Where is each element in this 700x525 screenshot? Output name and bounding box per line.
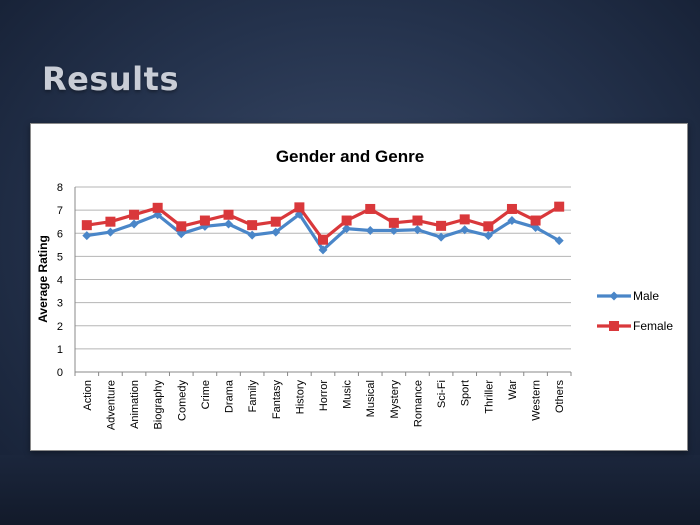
y-tick-label: 6	[57, 228, 63, 240]
x-tick-label: Crime	[200, 380, 212, 409]
data-point-female	[483, 221, 494, 232]
slide-title: Results	[42, 60, 179, 98]
x-tick-label: Adventure	[105, 380, 117, 430]
x-tick-label: Western	[531, 380, 543, 421]
data-point-male	[176, 229, 186, 239]
x-tick-label: Music	[342, 380, 354, 409]
data-point-female	[81, 220, 92, 231]
x-tick-label: Sport	[460, 380, 472, 406]
x-tick-label: Biography	[153, 380, 165, 430]
data-point-male	[412, 225, 422, 235]
data-point-male	[436, 232, 446, 242]
legend-marker-female	[609, 321, 619, 331]
data-point-female	[223, 209, 234, 220]
x-tick-label: War	[507, 380, 519, 400]
data-point-female	[554, 201, 565, 212]
data-point-female	[412, 215, 423, 226]
data-point-female	[506, 203, 517, 214]
x-tick-label: History	[294, 380, 306, 415]
data-point-male	[318, 245, 328, 255]
data-point-female	[152, 202, 163, 213]
data-point-male	[483, 231, 493, 241]
y-tick-label: 1	[57, 344, 63, 356]
data-point-male	[342, 224, 352, 234]
data-point-female	[270, 216, 281, 227]
data-point-male	[153, 210, 163, 220]
data-point-male	[554, 236, 564, 246]
legend-label-female: Female	[633, 319, 673, 333]
data-point-male	[271, 227, 281, 237]
data-point-male	[105, 227, 115, 237]
data-point-female	[247, 220, 258, 231]
legend-label-male: Male	[633, 289, 659, 303]
data-point-female	[318, 234, 328, 245]
x-tick-label: Mystery	[389, 380, 401, 419]
data-point-female	[294, 202, 305, 213]
x-tick-label: Animation	[129, 380, 141, 429]
x-tick-label: Thriller	[483, 380, 495, 414]
data-point-female	[365, 203, 376, 214]
data-point-male	[389, 225, 399, 235]
x-tick-label: Comedy	[176, 380, 188, 421]
legend: Male Female	[597, 289, 673, 333]
x-tick-label: Fantasy	[271, 380, 283, 420]
data-point-male	[129, 219, 139, 229]
data-point-male	[247, 230, 257, 240]
y-axis-label: Average Rating	[36, 235, 50, 323]
data-point-female	[341, 215, 352, 226]
data-point-female	[199, 215, 210, 226]
y-tick-label: 3	[57, 298, 63, 310]
data-point-female	[530, 215, 541, 226]
data-point-male	[507, 216, 517, 226]
chart-title: Gender and Genre	[276, 147, 424, 166]
y-tick-label: 7	[57, 205, 63, 217]
y-tick-label: 5	[57, 251, 63, 263]
x-tick-label: Others	[554, 380, 566, 414]
x-axis-ticks: Action Adventure Animation Biography Comedy C…	[74, 372, 572, 430]
y-tick-label: 2	[57, 321, 63, 333]
line-chart: Gender and Genre Average Rating 0 1 2 3 4 5 6 7…	[36, 147, 673, 430]
x-tick-label: Drama	[224, 379, 236, 413]
data-point-male	[82, 231, 92, 241]
x-tick-label: Action	[82, 380, 94, 411]
data-point-male	[365, 225, 375, 235]
x-tick-label: Romance	[412, 380, 424, 427]
data-point-female	[176, 221, 187, 232]
y-tick-label: 4	[57, 275, 63, 287]
data-point-female	[436, 220, 447, 231]
data-point-female	[388, 217, 399, 228]
y-axis-ticks: 0 1 2 3 4 5 6 7 8	[57, 182, 63, 379]
series-group	[81, 201, 565, 255]
x-tick-label: Horror	[318, 380, 330, 412]
data-point-male	[224, 219, 234, 229]
data-point-male	[460, 225, 470, 235]
chart-panel: Gender and Genre Average Rating 0 1 2 3 4 5 6 7…	[30, 123, 688, 451]
x-tick-label: Musical	[365, 380, 377, 417]
x-tick-label: Family	[247, 380, 259, 413]
gridlines	[74, 186, 571, 373]
data-point-female	[129, 209, 140, 220]
data-point-female	[459, 214, 470, 225]
legend-marker-male	[609, 291, 619, 301]
y-tick-label: 0	[57, 367, 63, 379]
y-tick-label: 8	[57, 182, 63, 194]
data-point-female	[105, 216, 116, 227]
footer-band	[0, 455, 700, 525]
x-tick-label: Sci-Fi	[436, 380, 448, 408]
